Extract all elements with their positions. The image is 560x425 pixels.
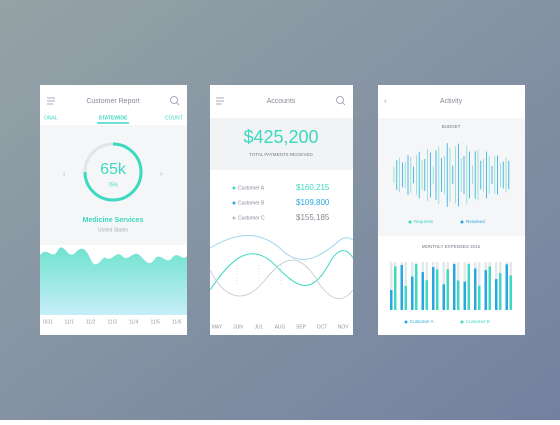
date: 11/5: [151, 319, 161, 325]
customer-amount: $109,800: [296, 198, 330, 207]
date: 11/6: [172, 319, 182, 325]
bar: [509, 275, 512, 310]
month: AUG: [275, 324, 286, 330]
bar: [478, 285, 481, 310]
legend: Resolved: [466, 219, 485, 224]
gauge-percent: 75%: [108, 182, 119, 188]
gauge-value: 65k: [100, 161, 127, 178]
customer-name: Customer A: [238, 185, 265, 191]
bar: [467, 264, 470, 310]
bar: [436, 269, 439, 310]
screen-accounts: Accounts $425,200 TOTAL PAYMENTS RECEIVE…: [209, 85, 354, 335]
total-label: TOTAL PAYMENTS RECEIVED: [249, 152, 313, 157]
bar: [390, 290, 393, 310]
tab[interactable]: ONAL: [44, 115, 58, 121]
month: JUL: [255, 324, 264, 330]
date: 11/3: [108, 319, 118, 325]
bar: [415, 264, 418, 310]
month: OCT: [317, 324, 328, 330]
bar: [463, 281, 466, 310]
title: Customer Report: [86, 98, 139, 105]
date: 11/2: [86, 319, 96, 325]
expenses-label: MONTHLY EXPENSES 2015: [422, 244, 481, 249]
customer-name: Customer C: [238, 215, 265, 221]
legend: Customer B: [466, 319, 490, 324]
date: 11/1: [65, 319, 75, 325]
title: Accounts: [267, 98, 296, 105]
bar: [400, 264, 403, 310]
bar: [505, 264, 508, 310]
bar: [495, 279, 498, 310]
month: SEP: [296, 324, 307, 330]
sublabel: United States: [98, 227, 129, 233]
customer-amount: $155,185: [296, 213, 330, 222]
screen-activity: ‹ Activity BUDGET Requests Resolved MONT…: [378, 85, 525, 335]
bar: [484, 270, 487, 310]
bar-track: [390, 262, 393, 310]
bar: [474, 268, 477, 310]
svg-text:‹: ‹: [384, 95, 387, 105]
bar: [425, 280, 428, 310]
bar: [488, 266, 491, 310]
month: JUN: [233, 324, 243, 330]
screen-report: Customer Report ONAL STATEWIDE COUNT 65k…: [40, 85, 187, 335]
tab[interactable]: COUNT: [165, 115, 183, 121]
total: $425,200: [243, 127, 318, 147]
dot: [232, 201, 236, 205]
bar: [421, 272, 424, 310]
month: NOV: [338, 324, 350, 330]
date: 0/31: [43, 319, 53, 325]
tab[interactable]: STATEWIDE: [99, 115, 128, 121]
dot: [232, 186, 236, 190]
budget-label: BUDGET: [442, 124, 461, 129]
legend: Customer A: [410, 319, 434, 324]
legend: Requests: [414, 219, 434, 224]
customer-name: Customer B: [238, 200, 265, 206]
bar: [394, 266, 397, 310]
customer-amount: $160,215: [296, 183, 330, 192]
svg-text:›: ›: [160, 171, 163, 178]
svg-text:‹: ‹: [63, 171, 66, 178]
label: Medicine Services: [83, 217, 144, 224]
bar: [457, 280, 460, 310]
bar: [453, 264, 456, 310]
bar: [446, 269, 449, 310]
bar: [432, 267, 435, 310]
bar: [411, 276, 414, 310]
bar: [499, 273, 502, 310]
title: Activity: [440, 98, 463, 105]
month: MAY: [212, 324, 223, 330]
bar: [404, 285, 407, 310]
bar: [442, 284, 445, 310]
date: 11/4: [129, 319, 139, 325]
dot: [232, 216, 236, 220]
